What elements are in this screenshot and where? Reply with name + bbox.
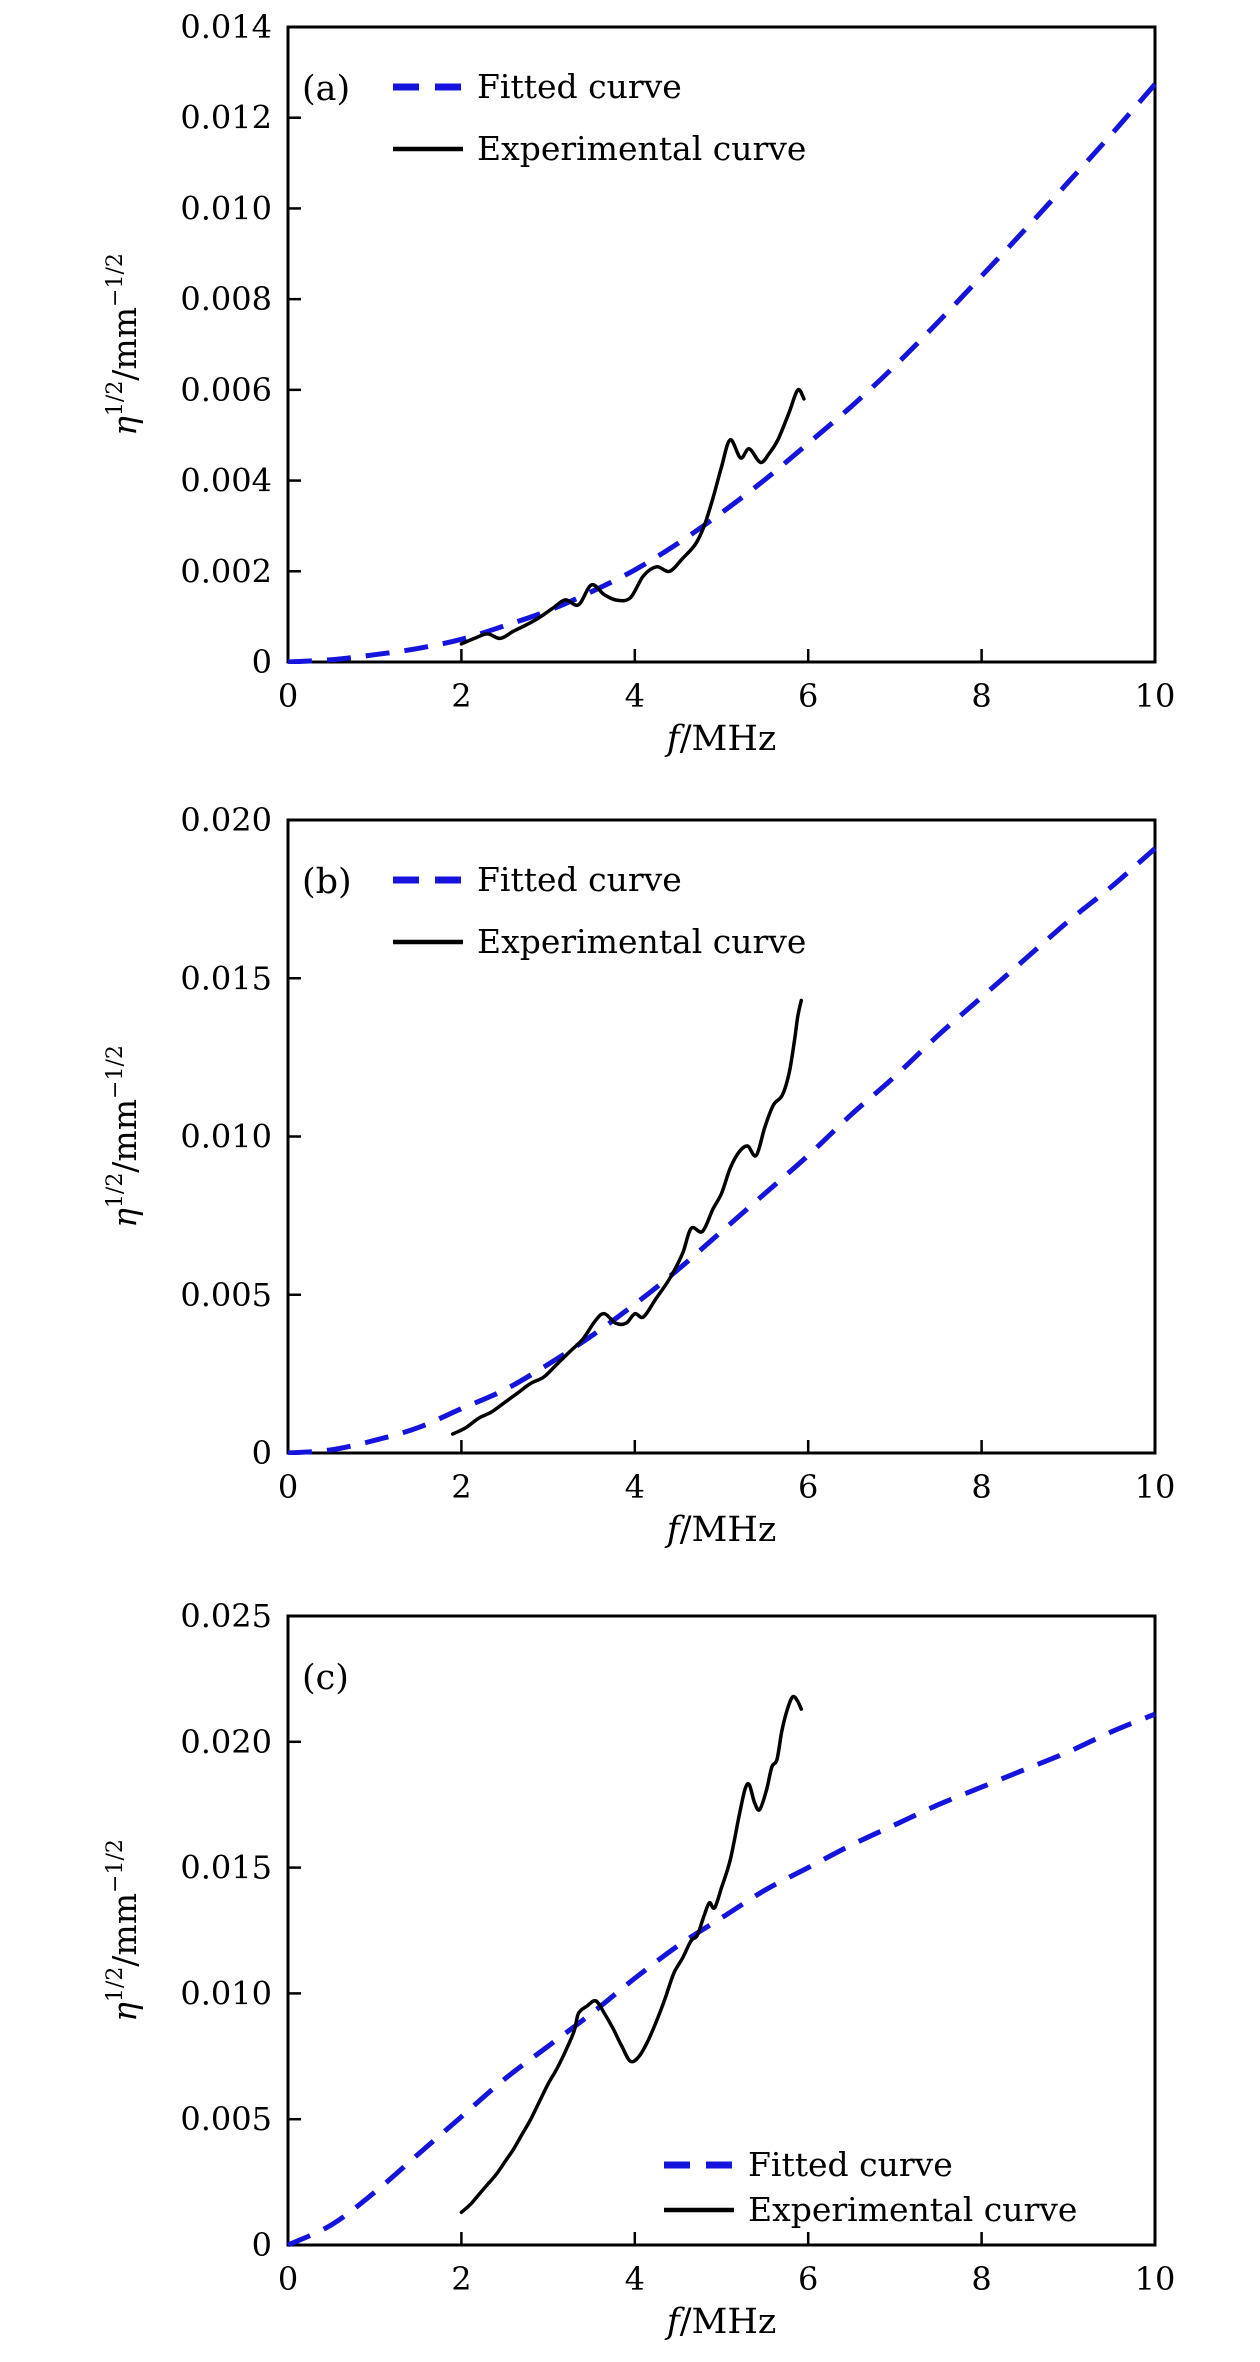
panel-letter: (a) <box>302 69 350 109</box>
y-tick-label: 0.004 <box>180 462 272 500</box>
plot-frame <box>286 818 1157 1455</box>
y-tick-label: 0.025 <box>180 1597 272 1635</box>
y-axis-label-variable: η <box>105 1208 144 1228</box>
plot-frame <box>286 1614 1157 2247</box>
panel-a: 0 2 4 6 8 10 0 0.002 0.004 0.006 0.008 0.010 0.012 0.… <box>103 8 1175 759</box>
y-tick-label: 0.002 <box>180 552 272 590</box>
y-tick-label: 0.010 <box>180 189 272 227</box>
y-axis-label: η1/2/mm−1/2 <box>103 1045 144 1228</box>
y-tick-label: 0.012 <box>180 99 272 137</box>
experimental-curve <box>459 387 806 646</box>
x-axis-label: f/MHz <box>664 719 777 759</box>
y-axis-label-sup2: −1/2 <box>103 1839 128 1893</box>
x-axis-label-units: /MHz <box>680 2302 777 2342</box>
y-tick-label: 0 <box>252 2226 272 2264</box>
x-tick-label: 0 <box>278 1468 298 1506</box>
y-tick-label: 0 <box>252 1434 272 1472</box>
x-tick-label: 8 <box>971 2260 991 2298</box>
y-axis-label-units: /mm <box>105 307 144 381</box>
legend: Fitted curve Experimental curve <box>393 860 806 961</box>
x-tick-label: 8 <box>971 1468 991 1506</box>
x-tick-label: 6 <box>798 2260 818 2298</box>
experimental-curve <box>450 998 804 1436</box>
x-axis-label: f/MHz <box>664 1510 777 1550</box>
x-tick-label: 6 <box>798 677 818 715</box>
y-tick-label: 0.014 <box>180 8 272 46</box>
legend-label: Fitted curve <box>477 860 682 899</box>
y-tick-label: 0.005 <box>180 2100 272 2138</box>
y-tick-label: 0 <box>252 643 272 681</box>
panel-letter: (b) <box>302 862 352 902</box>
legend-label: Experimental curve <box>477 922 806 961</box>
y-axis-label-sup1: 1/2 <box>103 1173 128 1208</box>
x-tick-label: 2 <box>451 2260 471 2298</box>
legend-label: Fitted curve <box>748 2145 953 2184</box>
y-tick-label: 0.015 <box>180 1849 272 1887</box>
x-tick-label: 10 <box>1135 2260 1176 2298</box>
x-axis-label: f/MHz <box>664 2302 777 2342</box>
panel-b: 0 2 4 6 8 10 0 0.005 0.010 0.015 0.020 f/MHz η1/2/mm… <box>103 801 1175 1550</box>
y-tick-label: 0.005 <box>180 1276 272 1314</box>
experimental-curve <box>459 1694 804 2215</box>
y-tick-label: 0.015 <box>180 959 272 997</box>
x-tick-label: 2 <box>451 677 471 715</box>
panel-c: 0 2 4 6 8 10 0 0.005 0.010 0.015 0.020 0.025 f/MHz η1… <box>103 1597 1175 2342</box>
x-tick-label: 0 <box>278 2260 298 2298</box>
fitted-curve <box>287 82 1157 664</box>
y-tick-label: 0.006 <box>180 371 272 409</box>
x-tick-label: 2 <box>451 1468 471 1506</box>
legend-label: Fitted curve <box>477 67 682 106</box>
y-tick-label: 0.020 <box>180 801 272 839</box>
x-tick-label: 0 <box>278 677 298 715</box>
y-axis-label-units: /mm <box>105 1893 144 1967</box>
x-tick-label: 4 <box>625 1468 645 1506</box>
y-tick-label: 0.020 <box>180 1723 272 1761</box>
y-axis-label-sup1: 1/2 <box>103 1967 128 2002</box>
y-tick-label: 0.008 <box>180 280 272 318</box>
y-axis-label-variable: η <box>105 416 144 436</box>
y-axis-label-variable: η <box>105 2002 144 2022</box>
y-axis-label-sup2: −1/2 <box>103 253 128 307</box>
x-tick-label: 10 <box>1135 677 1176 715</box>
x-axis-label-units: /MHz <box>680 1510 777 1550</box>
x-tick-label: 10 <box>1135 1468 1176 1506</box>
x-tick-label: 6 <box>798 1468 818 1506</box>
y-axis-label-units: /mm <box>105 1099 144 1173</box>
x-tick-label: 8 <box>971 677 991 715</box>
legend-label: Experimental curve <box>477 129 806 168</box>
legend-label: Experimental curve <box>748 2190 1077 2229</box>
x-tick-label: 4 <box>625 677 645 715</box>
fitted-curve <box>286 1711 1156 2247</box>
plot-frame <box>286 25 1157 664</box>
legend: Fitted curve Experimental curve <box>393 67 806 168</box>
panel-letter: (c) <box>302 1658 349 1698</box>
y-axis-label: η1/2/mm−1/2 <box>103 253 144 436</box>
y-axis-label-sup1: 1/2 <box>103 381 128 416</box>
y-axis-label: η1/2/mm−1/2 <box>103 1839 144 2022</box>
legend: Fitted curve Experimental curve <box>664 2145 1077 2229</box>
y-tick-label: 0.010 <box>180 1974 272 2012</box>
x-axis-label-units: /MHz <box>680 719 777 759</box>
y-axis-label-sup2: −1/2 <box>103 1045 128 1099</box>
x-tick-label: 4 <box>625 2260 645 2298</box>
y-tick-label: 0.010 <box>180 1118 272 1156</box>
